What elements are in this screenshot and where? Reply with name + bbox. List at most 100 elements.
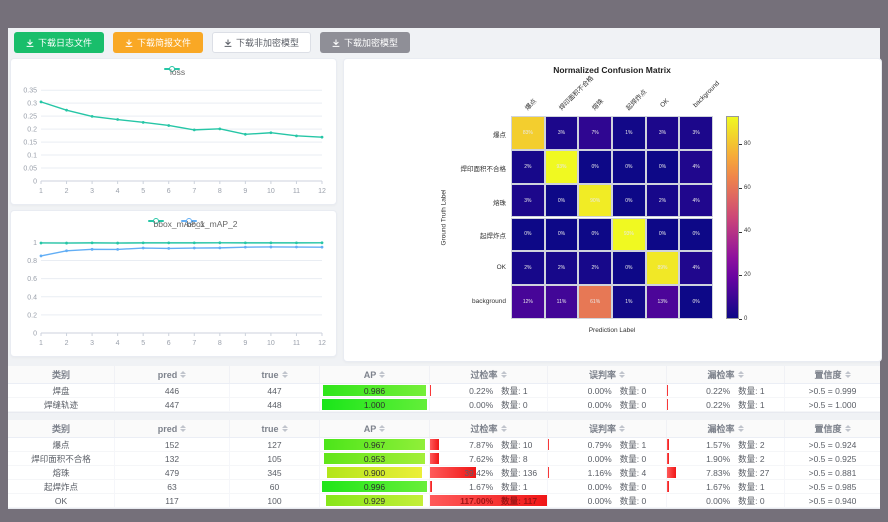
cell-category: 起焊炸点 bbox=[8, 480, 115, 493]
svg-text:1: 1 bbox=[39, 340, 43, 347]
mis-rate-count: 数量: 0 bbox=[619, 399, 647, 410]
cm-cell-0-3: 1% bbox=[612, 116, 646, 150]
table-row: 焊缝轨迹 447 448 1.000 0.00% 数量: 0 0.00% 数量: 0 0.22%… bbox=[8, 398, 880, 412]
sort-caret[interactable] bbox=[844, 371, 851, 378]
column-header-conf: 置信度 bbox=[785, 420, 880, 437]
cm-colorbar-tick: 80 bbox=[744, 140, 751, 147]
column-header-label: 误判率 bbox=[588, 424, 616, 434]
sort-caret[interactable] bbox=[281, 425, 288, 432]
column-header-label: 漏检率 bbox=[707, 424, 735, 434]
column-header-conf: 置信度 bbox=[785, 366, 880, 383]
cm-colorbar-tick: 0 bbox=[744, 315, 748, 322]
dashboard-content: 下载日志文件 下载简报文件 下载非加密模型 下载加密模型 loss 0 0.05 0.1 0… bbox=[8, 28, 882, 509]
ap-bar: 0.900 bbox=[327, 467, 422, 478]
ap-bar: 0.953 bbox=[324, 453, 425, 464]
sort-caret[interactable] bbox=[379, 425, 386, 432]
sort-caret[interactable] bbox=[379, 371, 386, 378]
cell-mis: 0.00% 数量: 0 bbox=[548, 384, 667, 397]
cell-category: 爆点 bbox=[8, 438, 115, 451]
mis-rate-value: 0.00% bbox=[587, 399, 612, 410]
legend-item-bbox_mAP_2[interactable]: bbox_mAP_2 bbox=[180, 218, 238, 229]
miss-rate-value: 1.67% bbox=[706, 481, 731, 492]
download-button-3[interactable]: 下载非加密模型 bbox=[212, 32, 312, 53]
cell-category: 焊盘 bbox=[8, 384, 115, 397]
over-rate-bar bbox=[430, 481, 432, 492]
cm-cell-0-0: 83% bbox=[511, 116, 545, 150]
cell-confidence: >0.5 = 0.985 bbox=[808, 481, 857, 492]
column-header-mis: 误判率 bbox=[548, 366, 667, 383]
miss-rate-bar bbox=[667, 439, 669, 450]
ap-bar: 0.986 bbox=[322, 385, 427, 396]
sort-caret[interactable] bbox=[500, 371, 507, 378]
svg-text:6: 6 bbox=[167, 188, 171, 195]
miss-rate-count: 数量: 27 bbox=[738, 467, 770, 478]
svg-text:4: 4 bbox=[116, 188, 120, 195]
download-button-2[interactable]: 下载简报文件 bbox=[113, 32, 204, 53]
cm-cell-2-0: 3% bbox=[511, 183, 545, 218]
table-header: 类别 pred true AP 过检率 误判率 漏检率 置信度 bbox=[8, 366, 880, 384]
miss-rate-value: 0.22% bbox=[706, 385, 731, 396]
download-icon bbox=[125, 39, 133, 47]
sort-caret[interactable] bbox=[619, 371, 625, 378]
svg-text:0.05: 0.05 bbox=[23, 166, 37, 173]
column-header-ap: AP bbox=[320, 366, 430, 383]
sort-caret[interactable] bbox=[180, 371, 187, 378]
cm-cell-3-4: 0% bbox=[645, 217, 680, 252]
column-header-label: AP bbox=[363, 369, 377, 380]
svg-text:1: 1 bbox=[33, 240, 37, 247]
cell-confidence: >0.5 = 1.000 bbox=[808, 399, 857, 410]
column-header-label: true bbox=[261, 423, 279, 434]
sort-caret[interactable] bbox=[844, 425, 851, 432]
cell-confidence: >0.5 = 0.881 bbox=[808, 467, 857, 478]
svg-text:0.35: 0.35 bbox=[23, 88, 37, 95]
cell-true: 448 bbox=[230, 398, 320, 411]
cell-confidence: >0.5 = 0.940 bbox=[808, 495, 857, 506]
cell-pred: 447 bbox=[115, 398, 230, 411]
cm-cell-5-0: 12% bbox=[511, 285, 545, 319]
cm-row-label: 熔珠 bbox=[493, 199, 506, 207]
cell-miss: 1.67% 数量: 1 bbox=[667, 480, 785, 493]
cell-ap: 0.967 bbox=[320, 438, 430, 451]
column-header-label: 过检率 bbox=[470, 424, 498, 434]
toolbar: 下载日志文件 下载简报文件 下载非加密模型 下载加密模型 bbox=[14, 32, 411, 53]
column-header-true: true bbox=[230, 366, 320, 383]
cell-over: 117.00% 数量: 117 bbox=[430, 494, 548, 507]
cm-row-label: OK bbox=[496, 264, 506, 272]
cell-mis: 1.16% 数量: 4 bbox=[548, 466, 667, 479]
cm-cell-4-2: 2% bbox=[578, 251, 612, 286]
mis-rate-value: 0.79% bbox=[587, 439, 612, 450]
sort-caret[interactable] bbox=[737, 371, 744, 378]
svg-text:2: 2 bbox=[65, 340, 69, 347]
sort-caret[interactable] bbox=[281, 371, 288, 378]
sort-caret[interactable] bbox=[180, 425, 187, 432]
cell-mis: 0.79% 数量: 1 bbox=[548, 438, 667, 451]
sort-caret[interactable] bbox=[737, 425, 744, 432]
cm-colorbar-tick: 20 bbox=[744, 271, 751, 278]
column-header-miss: 漏检率 bbox=[667, 420, 785, 437]
mis-rate-count: 数量: 0 bbox=[619, 495, 647, 506]
cm-cell-2-4: 2% bbox=[645, 183, 680, 218]
cell-category: OK bbox=[8, 494, 115, 507]
cell-pred: 117 bbox=[115, 494, 230, 507]
download-button-4[interactable]: 下载加密模型 bbox=[320, 32, 411, 53]
svg-text:0.6: 0.6 bbox=[27, 276, 37, 283]
legend-item-loss[interactable]: loss bbox=[164, 66, 185, 77]
sort-caret[interactable] bbox=[500, 425, 507, 432]
cm-cell-3-5: 0% bbox=[679, 217, 713, 252]
svg-text:1: 1 bbox=[39, 188, 43, 195]
cell-over: 0.00% 数量: 0 bbox=[430, 398, 548, 411]
column-header-label: 置信度 bbox=[814, 424, 842, 434]
sort-caret[interactable] bbox=[619, 425, 625, 432]
cm-cell-2-1: 0% bbox=[544, 183, 579, 218]
cell-true: 60 bbox=[230, 480, 320, 493]
download-button-1[interactable]: 下载日志文件 bbox=[14, 32, 105, 53]
metrics-tables: 类别 pred true AP 过检率 误判率 漏检率 置信度 焊盘 446 447 0.986 0.2… bbox=[8, 366, 880, 516]
miss-rate-value: 7.83% bbox=[706, 467, 731, 478]
legend-item-bbox_mAP_1[interactable]: bbox_mAP_1 bbox=[147, 218, 205, 229]
over-rate-value: 0.22% bbox=[469, 385, 494, 396]
svg-text:3: 3 bbox=[90, 188, 94, 195]
cm-cell-1-0: 2% bbox=[511, 149, 545, 184]
over-rate-value: 1.67% bbox=[469, 481, 494, 492]
cm-yaxis-label: Ground Truth Label bbox=[440, 189, 448, 246]
map-chart: 00.20.40.60.811 2 3 4 5 6 7 8 9 10 11 12 bbox=[27, 240, 326, 347]
